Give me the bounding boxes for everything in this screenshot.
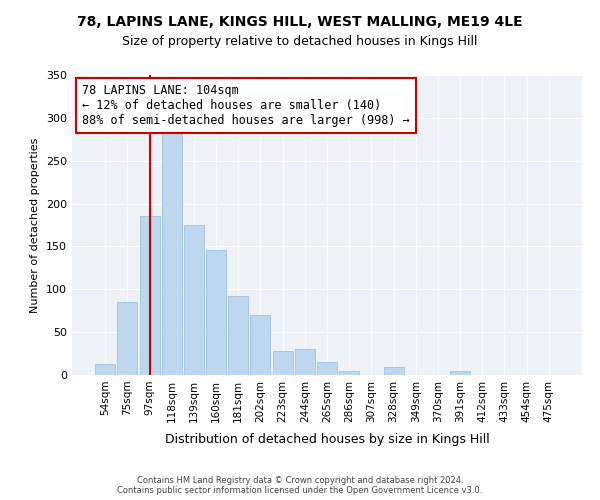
Bar [317, 362, 337, 375]
Bar [450, 370, 470, 375]
Bar [162, 126, 182, 375]
Text: Contains HM Land Registry data © Crown copyright and database right 2024.
Contai: Contains HM Land Registry data © Crown c… [118, 476, 482, 495]
Bar [184, 225, 204, 375]
Bar [118, 302, 137, 375]
Bar [95, 364, 115, 375]
Bar [339, 370, 359, 375]
Bar [228, 296, 248, 375]
Text: 78, LAPINS LANE, KINGS HILL, WEST MALLING, ME19 4LE: 78, LAPINS LANE, KINGS HILL, WEST MALLIN… [77, 15, 523, 29]
Bar [206, 250, 226, 375]
X-axis label: Distribution of detached houses by size in Kings Hill: Distribution of detached houses by size … [164, 433, 490, 446]
Text: 78 LAPINS LANE: 104sqm
← 12% of detached houses are smaller (140)
88% of semi-de: 78 LAPINS LANE: 104sqm ← 12% of detached… [82, 84, 410, 127]
Bar [250, 315, 271, 375]
Bar [140, 216, 160, 375]
Y-axis label: Number of detached properties: Number of detached properties [31, 138, 40, 312]
Bar [383, 368, 404, 375]
Text: Size of property relative to detached houses in Kings Hill: Size of property relative to detached ho… [122, 35, 478, 48]
Bar [272, 351, 293, 375]
Bar [295, 350, 315, 375]
